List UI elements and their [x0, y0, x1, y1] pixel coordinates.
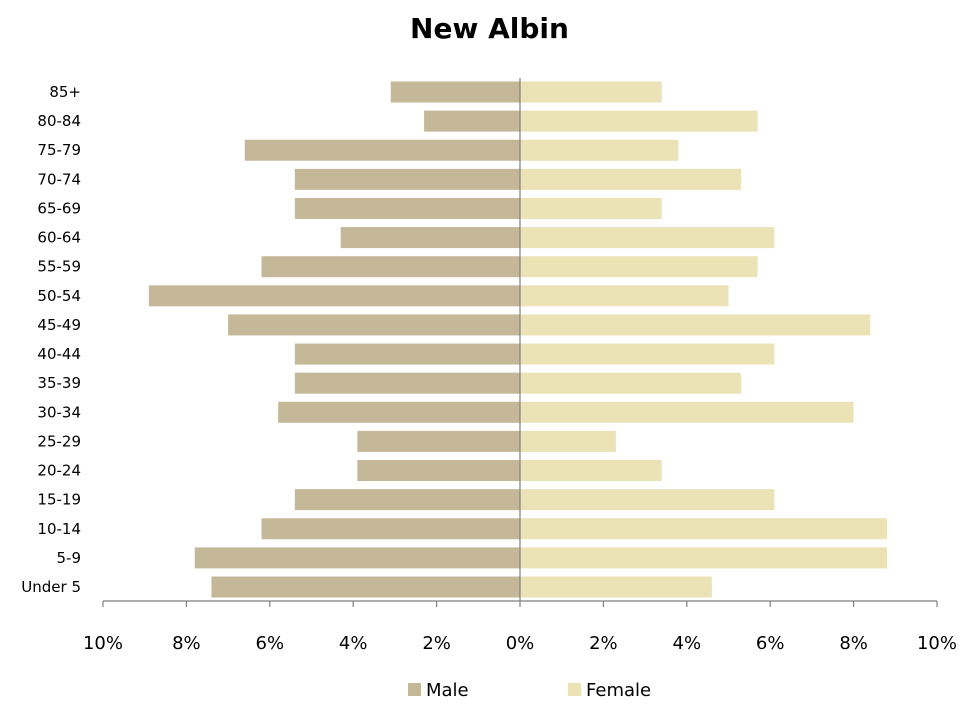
x-tick-label: 2%: [422, 633, 451, 654]
bar-female-15-19: [520, 489, 775, 511]
bar-male-30-34: [278, 401, 520, 423]
bar-male-55-59: [261, 256, 520, 278]
bar-female-50-54: [520, 285, 729, 307]
bar-female-25-29: [520, 430, 616, 452]
bar-male-20-24: [357, 460, 520, 482]
bar-male-75-79: [244, 139, 520, 161]
bar-male-Under-5: [211, 576, 521, 598]
bar-female-45-49: [520, 314, 871, 336]
category-label: 50-54: [37, 287, 81, 305]
bar-female-20-24: [520, 460, 662, 482]
bar-male-15-19: [294, 489, 520, 511]
x-tick-label: 2%: [589, 633, 618, 654]
bar-female-40-44: [520, 343, 775, 365]
category-label: 85+: [49, 83, 81, 101]
bar-female-10-14: [520, 518, 887, 540]
legend-label-male: Male: [426, 680, 469, 701]
x-tick-label: 6%: [756, 633, 785, 654]
bar-male-10-14: [261, 518, 520, 540]
x-tick-label: 8%: [839, 633, 868, 654]
legend-swatch-female: [568, 683, 581, 696]
axis-layer: Under 5 5-9 10-14 15-19 20-24 25-29 30-34 35-39…: [21, 78, 957, 654]
category-label: 80-84: [37, 112, 81, 130]
bar-female-70-74: [520, 168, 742, 190]
x-tick-label: 8%: [172, 633, 201, 654]
bar-female-Under-5: [520, 576, 712, 598]
category-label: 60-64: [37, 229, 81, 247]
bar-male-45-49: [228, 314, 520, 336]
bar-male-25-29: [357, 430, 520, 452]
bar-male-50-54: [148, 285, 520, 307]
bar-male-40-44: [294, 343, 520, 365]
bar-male-5-9: [194, 547, 521, 569]
x-tick-label: 6%: [256, 633, 285, 654]
category-label: 5-9: [57, 549, 82, 567]
bar-male-65-69: [294, 197, 520, 219]
x-tick-label: 4%: [339, 633, 368, 654]
bar-female-80-84: [520, 110, 758, 132]
bar-male-80-84: [424, 110, 520, 132]
bar-female-65-69: [520, 197, 662, 219]
legend: Male Female: [408, 680, 651, 701]
bars-layer: [148, 81, 887, 598]
x-tick-label: 10%: [917, 633, 957, 654]
category-label: 15-19: [37, 491, 81, 509]
category-label: 10-14: [37, 520, 81, 538]
legend-swatch-male: [408, 683, 421, 696]
bar-female-75-79: [520, 139, 679, 161]
category-label: 25-29: [37, 432, 81, 450]
category-label: 70-74: [37, 170, 81, 188]
category-label: Under 5: [21, 578, 81, 596]
x-tick-label: 4%: [673, 633, 702, 654]
bar-female-35-39: [520, 372, 742, 394]
bar-female-55-59: [520, 256, 758, 278]
category-label: 40-44: [37, 345, 81, 363]
chart-title: New Albin: [410, 12, 569, 45]
bar-male-70-74: [294, 168, 520, 190]
bar-female-60-64: [520, 227, 775, 249]
legend-label-female: Female: [586, 680, 651, 701]
category-label: 30-34: [37, 403, 81, 421]
x-tick-label: 0%: [506, 633, 535, 654]
category-label: 65-69: [37, 199, 81, 217]
category-label: 55-59: [37, 258, 81, 276]
category-label: 20-24: [37, 462, 81, 480]
bar-male-85plus: [390, 81, 520, 103]
x-tick-label: 10%: [83, 633, 123, 654]
bar-male-60-64: [340, 227, 520, 249]
bar-male-35-39: [294, 372, 520, 394]
bar-female-5-9: [520, 547, 887, 569]
category-label: 75-79: [37, 141, 81, 159]
bar-female-85plus: [520, 81, 662, 103]
category-label: 35-39: [37, 374, 81, 392]
category-label: 45-49: [37, 316, 81, 334]
bar-female-30-34: [520, 401, 854, 423]
